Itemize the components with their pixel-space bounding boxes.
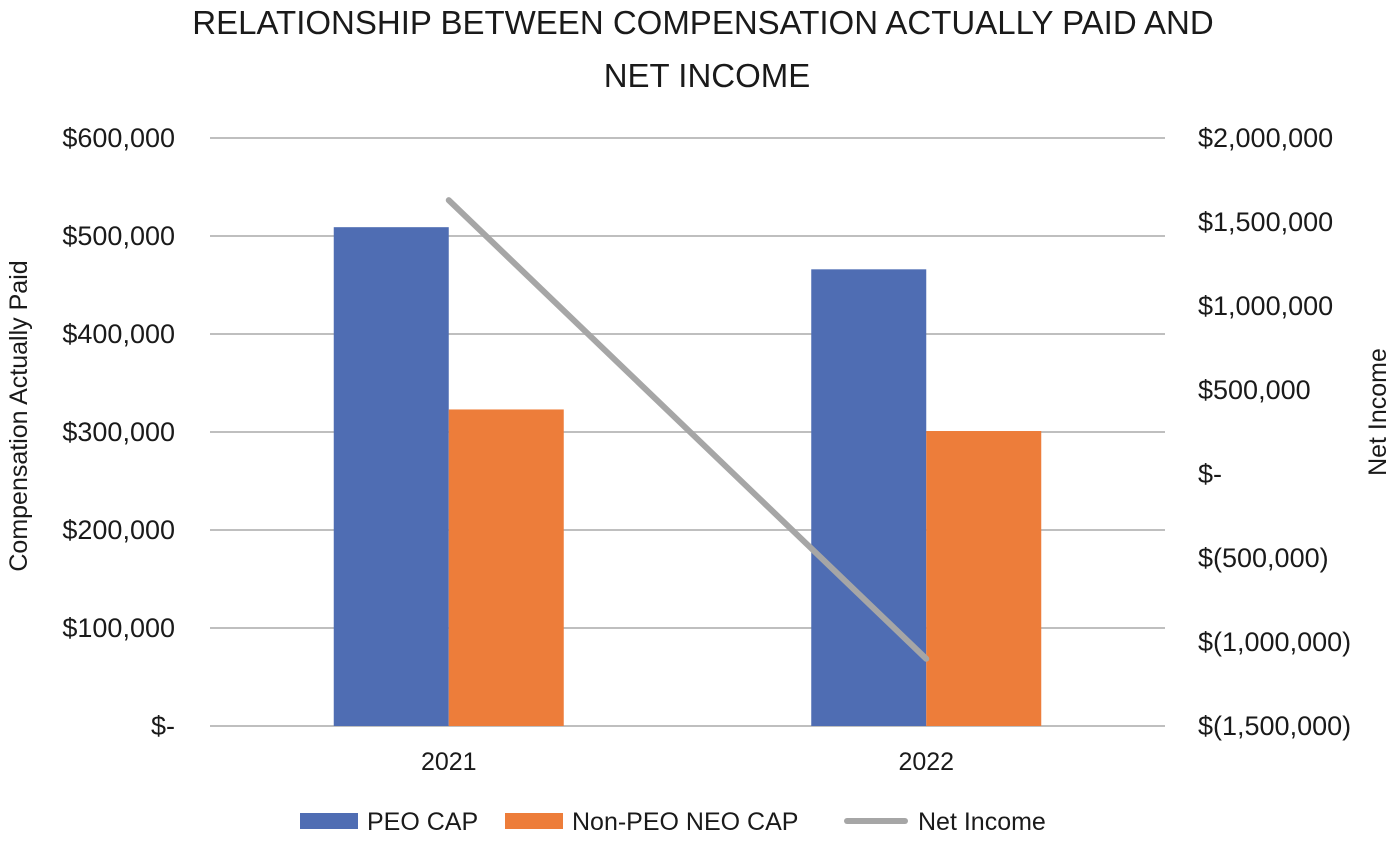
right-tick-label: $- xyxy=(1198,459,1222,489)
chart-title-line-1: RELATIONSHIP BETWEEN COMPENSATION ACTUAL… xyxy=(192,4,1213,41)
right-tick-label: $(1,500,000) xyxy=(1198,711,1351,741)
right-axis-ticks: $(1,500,000) $(1,000,000) $(500,000) $- $500… xyxy=(1198,123,1351,741)
legend: PEO CAP Non-PEO NEO CAP Net Income xyxy=(300,808,1046,836)
legend-label-net-income: Net Income xyxy=(918,808,1046,836)
left-tick-label: $600,000 xyxy=(62,123,175,153)
net-income-line-group xyxy=(445,197,930,662)
right-tick-label: $(500,000) xyxy=(1198,543,1329,573)
left-axis-ticks: $- $100,000 $200,000 $300,000 $400,000 $500,0… xyxy=(62,123,175,741)
legend-swatch-peo-cap xyxy=(300,813,358,829)
category-label: 2021 xyxy=(421,748,477,776)
right-axis-title: Net Income xyxy=(1364,348,1392,476)
chart-title-line-2: NET INCOME xyxy=(604,57,811,94)
bar-non-peo-neo-cap-2022 xyxy=(926,431,1042,726)
bar-peo-cap-2021 xyxy=(333,227,449,726)
left-tick-label: $- xyxy=(151,711,175,741)
right-tick-label: $2,000,000 xyxy=(1198,123,1333,153)
category-labels: 2021 2022 xyxy=(421,748,954,776)
bar-peo-cap-2022 xyxy=(811,269,927,726)
left-tick-label: $300,000 xyxy=(62,417,175,447)
bar-non-peo-neo-cap-2021 xyxy=(448,409,564,726)
legend-label-peo-cap: PEO CAP xyxy=(367,808,478,836)
left-tick-label: $100,000 xyxy=(62,613,175,643)
right-tick-label: $1,000,000 xyxy=(1198,291,1333,321)
left-tick-label: $500,000 xyxy=(62,221,175,251)
right-tick-label: $500,000 xyxy=(1198,375,1311,405)
net-income-line xyxy=(445,197,930,662)
left-tick-label: $200,000 xyxy=(62,515,175,545)
legend-swatch-non-peo-neo-cap xyxy=(505,813,563,829)
category-label: 2022 xyxy=(898,748,954,776)
left-tick-label: $400,000 xyxy=(62,319,175,349)
right-tick-label: $1,500,000 xyxy=(1198,207,1333,237)
left-axis-title: Compensation Actually Paid xyxy=(5,260,33,571)
bars xyxy=(333,227,1042,726)
legend-label-non-peo-neo-cap: Non-PEO NEO CAP xyxy=(572,808,798,836)
right-tick-label: $(1,000,000) xyxy=(1198,627,1351,657)
